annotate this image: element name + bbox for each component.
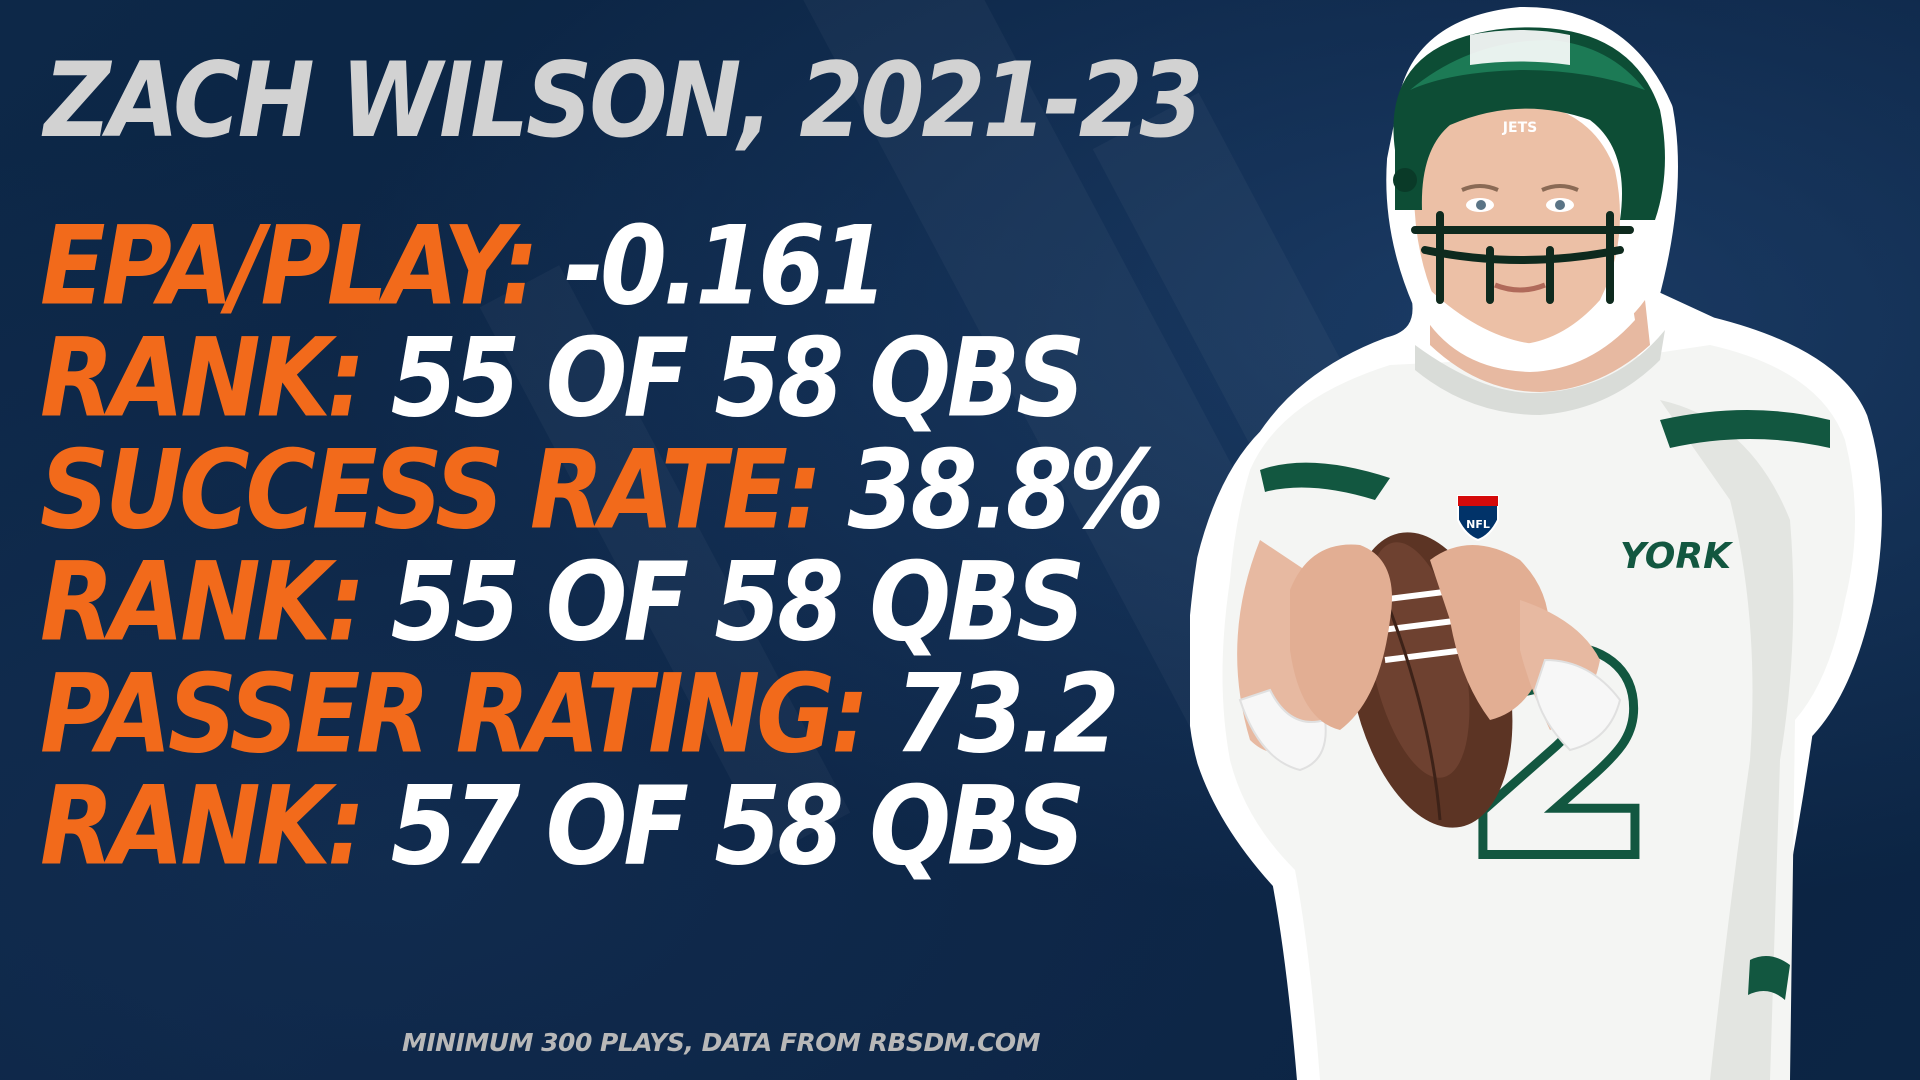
stat-value: 73.2	[894, 650, 1120, 778]
stat-success-rank: RANK: 55 OF 58 QBS	[40, 539, 1190, 666]
stat-value: 55 OF 58 QBS	[390, 314, 1086, 442]
stat-success-rate: SUCCESS RATE: 38.8%	[40, 427, 1190, 554]
nfl-shield-text: NFL	[1466, 518, 1490, 531]
stat-value: 38.8%	[847, 426, 1165, 554]
player-figure: NFL YORK 2	[1190, 6, 1882, 1080]
stat-value: -0.161	[564, 202, 887, 330]
stat-label: EPA/PLAY:	[40, 202, 539, 330]
footnote: MINIMUM 300 PLAYS, DATA FROM RBSDM.COM	[402, 1028, 1041, 1057]
stat-value: 55 OF 58 QBS	[390, 538, 1086, 666]
stat-label: RANK:	[40, 314, 365, 442]
nfl-shield-icon: NFL	[1457, 495, 1499, 542]
helmet-text: JETS	[1502, 120, 1537, 136]
stats-list: EPA/PLAY: -0.161 RANK: 55 OF 58 QBS SUCC…	[40, 203, 1190, 890]
stat-label: RANK:	[40, 762, 365, 890]
stat-value: 57 OF 58 QBS	[390, 762, 1086, 890]
stat-passer-rank: RANK: 57 OF 58 QBS	[40, 763, 1190, 890]
stat-passer-rating: PASSER RATING: 73.2	[40, 651, 1190, 778]
helmet-icon: JETS	[1393, 27, 1665, 304]
page-title: ZACH WILSON, 2021-23	[44, 41, 1204, 161]
stat-epa-rank: RANK: 55 OF 58 QBS	[40, 315, 1190, 442]
stat-label: SUCCESS RATE:	[40, 426, 822, 554]
stat-label: RANK:	[40, 538, 365, 666]
stat-label: PASSER RATING:	[40, 650, 869, 778]
jersey-text: YORK	[1620, 536, 1734, 577]
player-image: NFL YORK 2	[1190, 6, 1882, 1080]
stat-epa-play: EPA/PLAY: -0.161	[40, 203, 1190, 330]
